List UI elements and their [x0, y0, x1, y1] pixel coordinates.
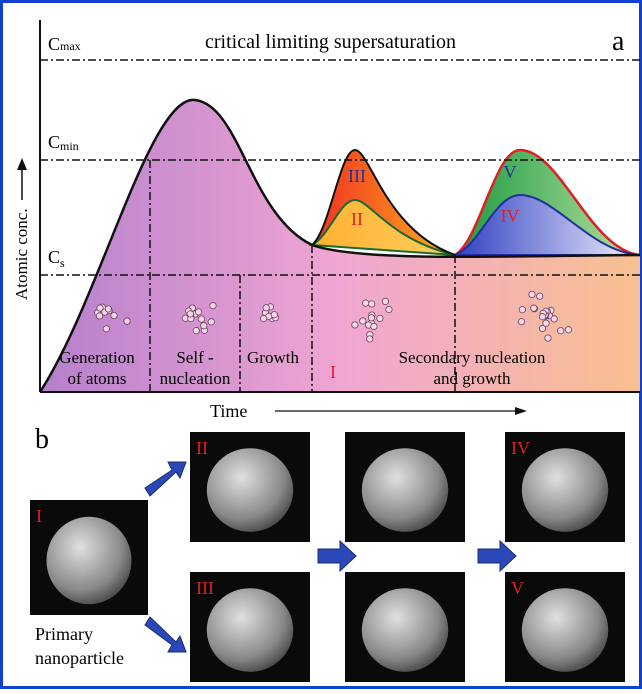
image-label: IV — [511, 438, 530, 458]
stage-label: Self - — [176, 348, 214, 367]
particle — [110, 311, 118, 320]
image-label: V — [511, 578, 524, 598]
particle — [362, 299, 370, 307]
particle — [366, 335, 374, 343]
x-axis-label: Time — [210, 401, 247, 421]
guides — [40, 59, 640, 392]
particle — [351, 321, 359, 329]
region-label: III — [348, 166, 366, 186]
particle — [528, 290, 536, 299]
particle — [102, 325, 110, 333]
region-label: IV — [501, 206, 520, 226]
particle — [209, 302, 217, 310]
image-label: III — [196, 578, 214, 598]
particle — [96, 304, 104, 312]
particle — [367, 314, 376, 322]
nanoparticle — [206, 448, 294, 532]
particle — [192, 327, 200, 335]
title: critical limiting supersaturation — [205, 31, 456, 53]
stage-label: nucleation — [160, 369, 231, 388]
region-label: II — [351, 209, 363, 229]
particle — [259, 315, 268, 323]
particle — [359, 317, 367, 325]
particle — [200, 322, 208, 330]
panel-label: a — [612, 26, 625, 57]
particle — [536, 292, 544, 300]
region-label: V — [504, 162, 517, 182]
stage-label: Generation — [59, 348, 135, 367]
particle — [95, 312, 104, 320]
nanoparticle — [46, 516, 132, 605]
level-label: Cmin — [48, 132, 79, 153]
arrowhead — [515, 407, 527, 415]
nanoparticle — [206, 588, 294, 672]
region-iv — [454, 193, 641, 256]
particle — [262, 304, 270, 312]
image-label: II — [196, 438, 208, 458]
particle — [195, 308, 203, 316]
stage-label: and growth — [434, 369, 511, 388]
particle — [381, 297, 389, 306]
particle — [197, 315, 206, 323]
image-label: I — [36, 506, 42, 526]
particle — [542, 319, 550, 327]
particle — [104, 305, 112, 313]
particle — [385, 305, 393, 314]
nanoparticle — [521, 588, 609, 672]
panel-label: b — [35, 424, 49, 455]
particle — [557, 327, 565, 335]
stage-label: of atoms — [67, 369, 126, 388]
particle — [564, 326, 573, 334]
particles — [94, 290, 573, 343]
nanoparticle — [361, 448, 449, 532]
caption: Primary — [35, 624, 93, 644]
stage-label: Growth — [247, 348, 299, 367]
particle — [368, 300, 376, 308]
particle — [538, 324, 547, 333]
arrowhead — [17, 158, 27, 170]
particle — [517, 318, 526, 326]
stage-label: Secondary nucleation — [399, 348, 546, 367]
level-label: Cs — [48, 247, 65, 270]
particle — [538, 313, 547, 321]
curve — [311, 148, 456, 256]
curve — [38, 98, 641, 393]
particle — [270, 311, 278, 319]
nanoparticle — [521, 448, 609, 532]
stage-label: I — [330, 362, 336, 382]
particle — [123, 317, 131, 325]
particle — [370, 322, 378, 331]
particle — [518, 306, 526, 314]
particle — [207, 318, 215, 326]
particle — [544, 334, 552, 342]
caption: nanoparticle — [35, 648, 124, 668]
particle — [376, 314, 384, 322]
region-ii — [308, 198, 456, 256]
particle — [186, 310, 194, 318]
particle — [550, 315, 558, 323]
arrows — [144, 461, 517, 653]
nanoparticle — [361, 588, 449, 672]
y-axis-label: Atomic conc. — [12, 208, 31, 300]
particle — [530, 304, 538, 312]
level-label: Cmax — [48, 34, 81, 54]
